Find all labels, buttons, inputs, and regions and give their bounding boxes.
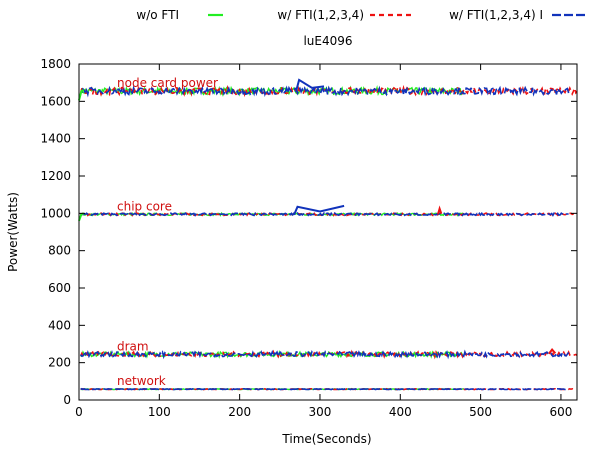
x-tick-label: 200 [228,405,251,419]
chart-title: luE4096 [303,34,352,48]
y-axis-label: Power(Watts) [6,192,20,272]
y-tick-label: 800 [48,244,71,258]
series-line-2-0 [80,84,570,98]
y-tick-label: 0 [63,393,71,407]
y-tick-label: 1800 [40,57,71,71]
x-tick-label: 0 [75,405,83,419]
legend-label-1: w/ FTI(1,2,3,4) [277,8,364,22]
plot-frame [78,63,578,401]
series-line-0-0 [79,84,465,98]
series-layer [78,78,578,391]
series-feature-3 [548,348,557,355]
x-tick-label: 600 [549,405,572,419]
x-tick-label: 500 [469,405,492,419]
series-feature-1 [293,204,345,215]
series-line-2-2 [79,349,570,360]
component-label-0: node card power [117,76,218,90]
y-tick-label: 1600 [40,94,71,108]
y-tick-label: 1200 [40,169,71,183]
y-tick-label: 1400 [40,132,71,146]
component-label-1: chip core [117,199,172,213]
series-feature-5 [78,212,85,222]
axes-layer: 0 100 200 300 400 500 600 0 200 400 600 800 1000 1200… [40,57,577,419]
x-axis-label: Time(Seconds) [281,432,371,446]
y-tick-label: 600 [48,281,71,295]
x-tick-label: 300 [309,405,332,419]
y-tick-label: 400 [48,318,71,332]
legend: w/o FTI w/ FTI(1,2,3,4) w/ FTI(1,2,3,4) I [136,8,585,22]
legend-label-2: w/ FTI(1,2,3,4) I [449,8,543,22]
component-label-3: network [117,374,166,388]
legend-label-0: w/o FTI [136,8,179,22]
series-feature-2 [437,205,443,215]
series-feature-4 [78,89,85,101]
series-line-2-1 [79,211,569,217]
y-tick-label: 200 [48,356,71,370]
component-label-2: dram [117,339,149,353]
x-tick-label: 100 [148,405,171,419]
x-tick-label: 400 [389,405,412,419]
y-tick-label: 1000 [40,206,71,220]
series-feature-0 [294,78,325,93]
annotation-layer: node card power chip core dram network [117,76,218,388]
